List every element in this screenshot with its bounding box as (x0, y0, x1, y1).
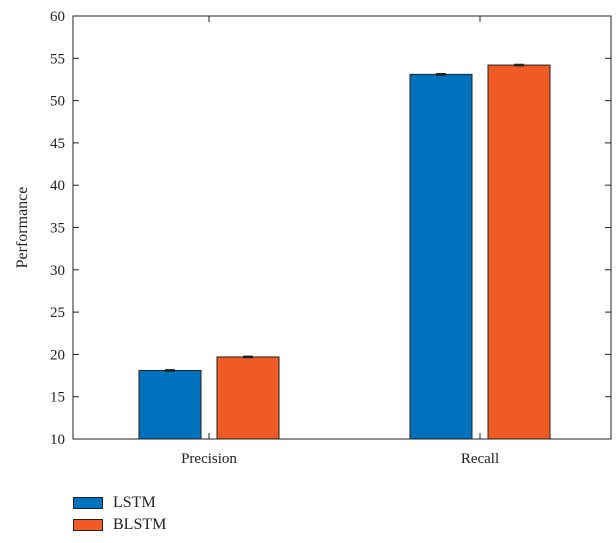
legend-swatch-lstm (73, 497, 103, 509)
legend-item-lstm: LSTM (73, 492, 166, 514)
bar-lstm-recall (409, 73, 473, 440)
y-tick-label: 25 (50, 305, 65, 321)
legend-label-lstm: LSTM (113, 494, 156, 511)
legend: LSTM BLSTM (73, 492, 166, 536)
legend-item-blstm: BLSTM (73, 514, 166, 536)
y-tick-label: 55 (50, 51, 65, 67)
y-tick-label: 30 (50, 263, 65, 279)
y-tick-label: 40 (50, 178, 65, 194)
x-tick-label: Precision (181, 451, 237, 467)
x-tick-label: Recall (461, 451, 499, 467)
plot-area-frame (72, 15, 612, 440)
legend-label-blstm: BLSTM (113, 516, 167, 533)
y-tick-label: 60 (50, 9, 65, 25)
legend-swatch-blstm (73, 519, 103, 531)
y-tick-label: 10 (50, 432, 65, 448)
bar-lstm-precision (138, 369, 202, 440)
y-tick-label: 50 (50, 94, 65, 110)
bar-blstm-recall (487, 64, 551, 440)
bars-layer (138, 63, 551, 440)
y-tick-label: 15 (50, 390, 65, 406)
y-tick-label: 45 (50, 136, 65, 152)
y-tick-label: 20 (50, 347, 65, 363)
bar-blstm-precision (216, 356, 280, 440)
y-axis-label: Performance (14, 187, 31, 269)
ticks-layer: 10 15 20 25 30 35 40 45 50 55 60 Precision Recall (50, 9, 611, 467)
y-tick-label: 35 (50, 221, 65, 237)
